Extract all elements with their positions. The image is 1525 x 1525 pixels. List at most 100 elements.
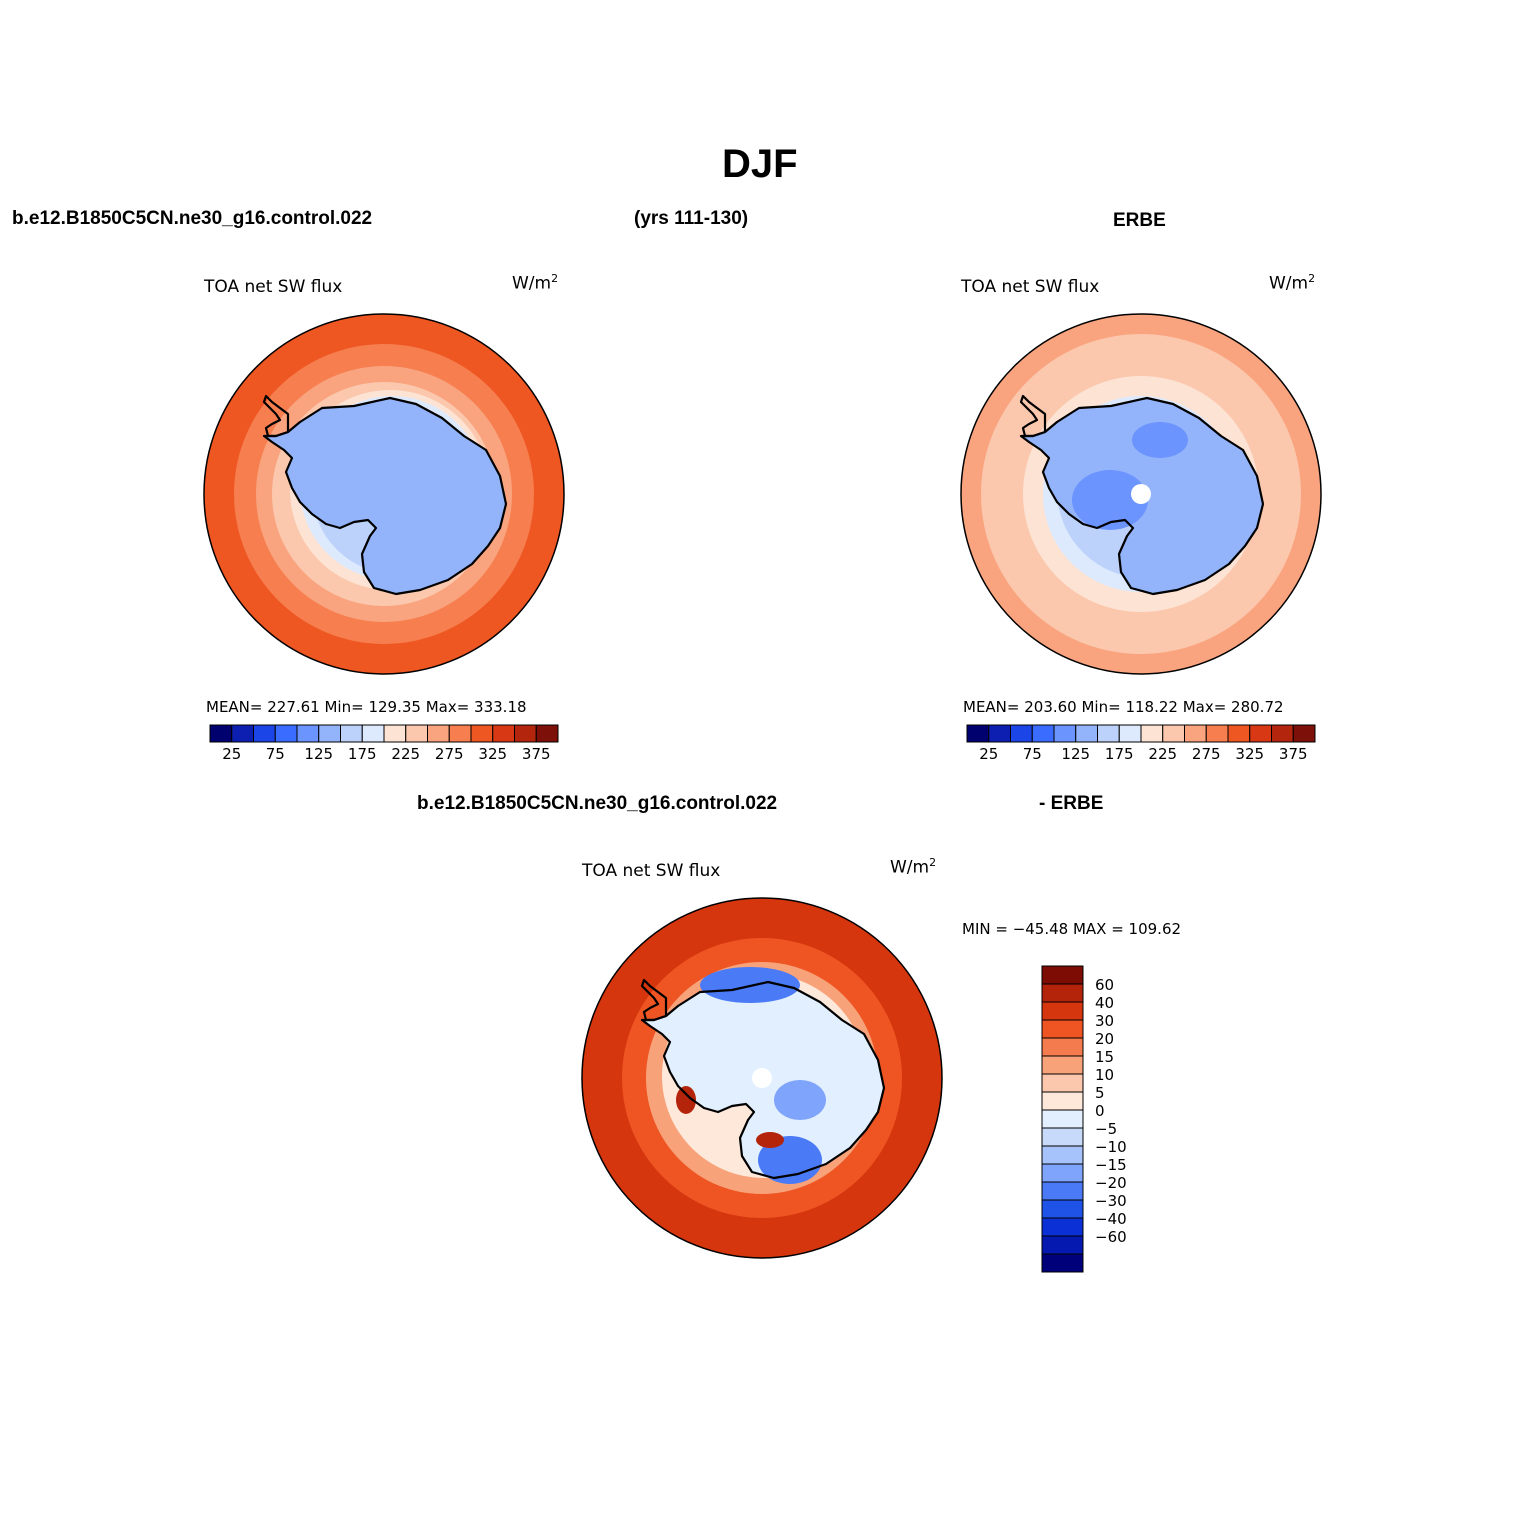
colorbar-tick-label: 75 (1023, 745, 1042, 763)
colorbar-swatch (318, 724, 341, 743)
colorbar-swatch (274, 724, 298, 743)
colorbar-swatch (340, 724, 363, 743)
colorbar-tick-label: 375 (522, 745, 551, 763)
colorbar-swatch (209, 724, 233, 743)
colorbar-tick-label: −5 (1095, 1120, 1117, 1138)
colorbar-swatch (1271, 724, 1294, 743)
page-title: DJF (722, 142, 798, 186)
colorbar-swatch (1053, 724, 1077, 743)
colorbar-swatch (1041, 1019, 1084, 1039)
colorbar-swatch (1041, 1145, 1084, 1165)
diff-stats: MIN = −45.48 MAX = 109.62 (962, 920, 1182, 938)
colorbar-tick-label: 225 (391, 745, 420, 763)
diff-map (581, 897, 943, 1259)
colorbar-swatch (1041, 983, 1084, 1003)
colorbar-swatch (1041, 1001, 1084, 1021)
colorbar-swatch (535, 724, 559, 743)
colorbar-swatch (1041, 1235, 1084, 1255)
obs-map (960, 313, 1322, 675)
colorbar-tick-label: 60 (1095, 976, 1114, 994)
colorbar-swatch (383, 724, 407, 743)
colorbar-tick-label: 275 (1192, 745, 1221, 763)
colorbar-swatch (1010, 724, 1033, 743)
colorbar-tick-label: 125 (304, 745, 333, 763)
colorbar-swatch (1249, 724, 1272, 743)
colorbar-tick-label: 20 (1095, 1030, 1114, 1048)
diff-var-label: TOA net SW flux (582, 861, 721, 881)
diff-obs-name: - ERBE (1039, 793, 1104, 814)
colorbar-tick-label: −30 (1095, 1192, 1127, 1210)
colorbar-tick-label: −10 (1095, 1138, 1127, 1156)
colorbar-swatch (1140, 724, 1164, 743)
colorbar-swatch (1041, 1037, 1084, 1057)
colorbar-tick-label: 75 (266, 745, 285, 763)
colorbar-swatch (361, 724, 385, 743)
colorbar-swatch (448, 724, 472, 743)
colorbar-tick-label: 30 (1095, 1012, 1114, 1030)
colorbar-swatch (1227, 724, 1251, 743)
years-range: (yrs 111-130) (634, 208, 749, 229)
colorbar-swatch (1205, 724, 1229, 743)
model-map (203, 313, 565, 675)
colorbar-swatch (1041, 1055, 1084, 1075)
colorbar-swatch (1041, 1091, 1084, 1111)
colorbar-tick-label: 25 (979, 745, 998, 763)
colorbar-tick-label: 175 (348, 745, 377, 763)
colorbar-swatch (231, 724, 254, 743)
obs-units: W/m2 (1269, 272, 1316, 294)
colorbar-tick-label: 40 (1095, 994, 1114, 1012)
colorbar-swatch (1031, 724, 1055, 743)
colorbar-tick-label: 325 (478, 745, 507, 763)
colorbar-tick-label: 15 (1095, 1048, 1114, 1066)
colorbar-swatch (1041, 1163, 1084, 1183)
colorbar-tick-label: −20 (1095, 1174, 1127, 1192)
colorbar-swatch (1041, 965, 1084, 985)
colorbar-tick-label: −15 (1095, 1156, 1127, 1174)
colorbar-swatch (1162, 724, 1185, 743)
colorbar-swatch (427, 724, 450, 743)
colorbar-swatch (1184, 724, 1207, 743)
model-units: W/m2 (512, 272, 559, 294)
colorbar-tick-label: 10 (1095, 1066, 1114, 1084)
colorbar-tick-label: 275 (435, 745, 464, 763)
colorbar-swatch (514, 724, 537, 743)
colorbar-swatch (1097, 724, 1120, 743)
diff-case-name: b.e12.B1850C5CN.ne30_g16.control.022 (417, 793, 778, 814)
colorbar-swatch (988, 724, 1011, 743)
colorbar-swatch (253, 724, 276, 743)
colorbar-swatch (1075, 724, 1098, 743)
colorbar-swatch (1041, 1199, 1084, 1219)
model-var-label: TOA net SW flux (204, 277, 343, 297)
colorbar-tick-label: 5 (1095, 1084, 1105, 1102)
colorbar-swatch (492, 724, 515, 743)
colorbar-tick-label: 225 (1148, 745, 1177, 763)
obs-var-label: TOA net SW flux (961, 277, 1100, 297)
colorbar-swatch (1041, 1181, 1084, 1201)
colorbar-swatch (1041, 1253, 1084, 1273)
colorbar-swatch (405, 724, 428, 743)
colorbar-tick-label: 0 (1095, 1102, 1105, 1120)
colorbar-swatch (1041, 1217, 1084, 1237)
obs-stats: MEAN= 203.60 Min= 118.22 Max= 280.72 (963, 698, 1284, 716)
diff-units: W/m2 (890, 856, 937, 878)
colorbar-tick-label: −60 (1095, 1228, 1127, 1246)
colorbar-swatch (1292, 724, 1316, 743)
colorbar-tick-label: 325 (1235, 745, 1264, 763)
colorbar-tick-label: 175 (1105, 745, 1134, 763)
obs-colorbar: 25 75 125 175 225 275 325 375 (966, 724, 1316, 763)
colorbar-swatch (470, 724, 494, 743)
case-name: b.e12.B1850C5CN.ne30_g16.control.022 (12, 208, 373, 229)
colorbar-swatch (1118, 724, 1142, 743)
colorbar-swatch (296, 724, 320, 743)
colorbar-swatch (1041, 1073, 1084, 1093)
colorbar-tick-label: 25 (222, 745, 241, 763)
colorbar-tick-label: −40 (1095, 1210, 1127, 1228)
model-colorbar: 25 75 125 175 225 275 325 375 (209, 724, 559, 763)
colorbar-swatch (1041, 1109, 1084, 1129)
obs-name: ERBE (1113, 210, 1166, 231)
colorbar-tick-label: 375 (1279, 745, 1308, 763)
model-stats: MEAN= 227.61 Min= 129.35 Max= 333.18 (206, 698, 527, 716)
colorbar-tick-label: 125 (1061, 745, 1090, 763)
